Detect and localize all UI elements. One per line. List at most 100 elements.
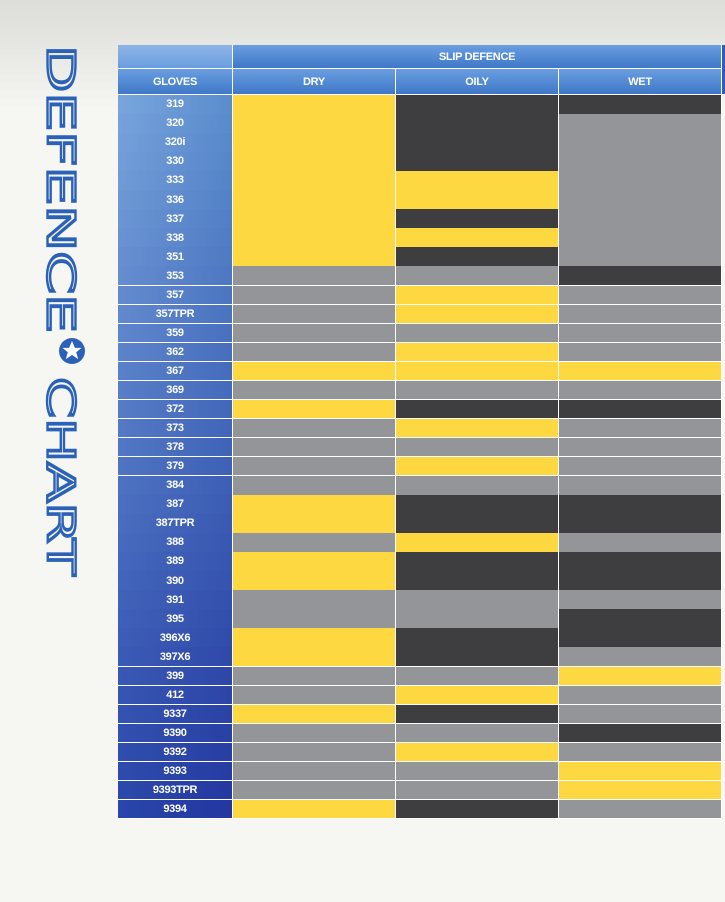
glove-name: 390 xyxy=(118,571,233,591)
glove-name: 357TPR xyxy=(118,304,233,325)
rating-cell xyxy=(559,228,722,248)
rating-cell xyxy=(233,761,396,782)
glove-name: 359 xyxy=(118,323,233,344)
rating-cell xyxy=(396,742,559,763)
rating-cell xyxy=(396,456,559,477)
glove-name: 384 xyxy=(118,476,233,496)
rating-cell xyxy=(233,209,396,229)
rating-cell xyxy=(233,533,396,553)
rating-cell xyxy=(233,685,396,706)
side-title-second: CHART xyxy=(40,377,83,576)
glove-name: 9390 xyxy=(118,723,233,744)
glove-name: 373 xyxy=(118,418,233,439)
glove-name: 395 xyxy=(118,609,233,629)
rating-cell xyxy=(233,304,396,325)
rating-cell xyxy=(233,704,396,725)
rating-cell xyxy=(559,571,722,591)
rating-cell xyxy=(396,723,559,744)
rating-cell xyxy=(559,304,722,325)
rating-cell xyxy=(396,399,559,420)
rating-cell xyxy=(559,514,722,534)
rating-cell xyxy=(233,133,396,153)
rating-cell xyxy=(559,704,722,725)
glove-name: 399 xyxy=(118,666,233,687)
column-header: DRY xyxy=(233,69,396,95)
glove-name: 372 xyxy=(118,399,233,420)
rating-cell xyxy=(396,304,559,325)
glove-name: 412 xyxy=(118,685,233,706)
rating-cell xyxy=(559,456,722,477)
glove-name: 353 xyxy=(118,266,233,286)
rating-cell xyxy=(396,247,559,267)
header-extra xyxy=(722,45,725,95)
rating-cell xyxy=(233,799,396,820)
rating-cell xyxy=(559,114,722,134)
glove-name: 357 xyxy=(118,285,233,306)
rating-cell xyxy=(559,647,722,667)
glove-name: 362 xyxy=(118,342,233,363)
rating-cell xyxy=(233,247,396,267)
glove-name: 333 xyxy=(118,171,233,191)
glove-name: 396X6 xyxy=(118,628,233,648)
glove-name: 391 xyxy=(118,590,233,610)
rating-cell xyxy=(559,685,722,706)
glove-name: 369 xyxy=(118,380,233,401)
header-corner xyxy=(118,45,233,69)
rating-cell xyxy=(233,742,396,763)
rating-cell xyxy=(559,418,722,439)
glove-name: 320 xyxy=(118,114,233,134)
rating-cell xyxy=(396,323,559,344)
column-header: OILY xyxy=(396,69,559,95)
rating-cell xyxy=(233,95,396,115)
rating-cell xyxy=(559,666,722,687)
rating-cell xyxy=(559,552,722,572)
rating-cell xyxy=(396,285,559,306)
rating-cell xyxy=(396,190,559,210)
rating-cell xyxy=(396,628,559,648)
rating-cell xyxy=(559,761,722,782)
rating-cell xyxy=(233,190,396,210)
rating-cell xyxy=(396,209,559,229)
rating-cell xyxy=(233,456,396,477)
rating-cell xyxy=(396,685,559,706)
glove-name: 379 xyxy=(118,456,233,477)
rating-cell xyxy=(233,590,396,610)
rating-cell xyxy=(396,799,559,820)
rating-cell xyxy=(559,437,722,458)
rating-cell xyxy=(396,476,559,496)
side-title: DEFENCE CHART xyxy=(40,44,85,577)
rating-cell xyxy=(396,152,559,172)
rating-cell xyxy=(559,723,722,744)
rating-cell xyxy=(233,552,396,572)
glove-name: 9394 xyxy=(118,799,233,820)
rating-cell xyxy=(559,133,722,153)
group-header: SLIP DEFENCE xyxy=(233,45,722,69)
rating-cell xyxy=(233,723,396,744)
rating-cell xyxy=(396,342,559,363)
rating-cell xyxy=(233,323,396,344)
rating-cell xyxy=(233,342,396,363)
glove-name: 337 xyxy=(118,209,233,229)
rating-cell xyxy=(559,266,722,286)
rating-cell xyxy=(233,647,396,667)
rating-cell xyxy=(396,552,559,572)
rating-cell xyxy=(559,780,722,801)
rating-cell xyxy=(559,342,722,363)
glove-name: 338 xyxy=(118,228,233,248)
rating-cell xyxy=(233,628,396,648)
rating-cell xyxy=(559,742,722,763)
rating-cell xyxy=(233,609,396,629)
glove-name: 9393TPR xyxy=(118,780,233,801)
glove-name: 9337 xyxy=(118,704,233,725)
rating-cell xyxy=(233,399,396,420)
rating-cell xyxy=(396,495,559,515)
rating-cell xyxy=(559,380,722,401)
rating-cell xyxy=(559,533,722,553)
rating-cell xyxy=(396,590,559,610)
rating-cell xyxy=(559,152,722,172)
rating-cell xyxy=(396,761,559,782)
glove-name: 320i xyxy=(118,133,233,153)
rating-cell xyxy=(233,380,396,401)
glove-name: 9392 xyxy=(118,742,233,763)
rating-cell xyxy=(559,590,722,610)
